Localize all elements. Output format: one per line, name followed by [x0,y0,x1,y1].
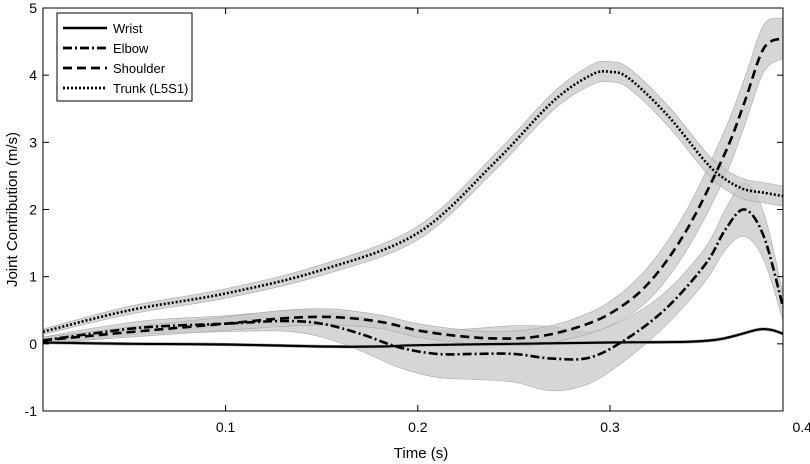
axes: -1 0 1 2 3 4 5 0.1 0.2 0.3 0.4 [25,0,810,435]
y-tick-label: 4 [29,67,37,83]
y-tick-label: 2 [29,202,37,218]
legend: Wrist Elbow Shoulder Trunk (L5S1) [56,12,193,102]
line-wrist [42,327,784,348]
legend-label-trunk-l5s1: Trunk (L5S1) [113,81,188,96]
line-trunk-l5s1 [42,69,784,334]
band-elbow [42,182,784,392]
y-tick-label: 1 [29,269,37,285]
x-tick-label: 0.3 [600,419,620,435]
y-tick-label: 3 [29,134,37,150]
legend-label-wrist: Wrist [113,21,143,36]
y-tick-label: 5 [29,0,37,16]
y-tick-label: -1 [25,403,38,419]
series-lines [42,36,785,361]
x-tick-label: 0.4 [792,419,810,435]
x-tick-label: 0.1 [216,419,236,435]
x-tick-label: 0.2 [408,419,428,435]
legend-label-shoulder: Shoulder [113,61,166,76]
line-shoulder [42,36,784,342]
y-axis-label: Joint Contribution (m/s) [4,132,21,287]
y-tick-label: 0 [29,336,37,352]
x-axis-label: Time (s) [394,445,448,462]
legend-label-elbow: Elbow [113,41,149,56]
